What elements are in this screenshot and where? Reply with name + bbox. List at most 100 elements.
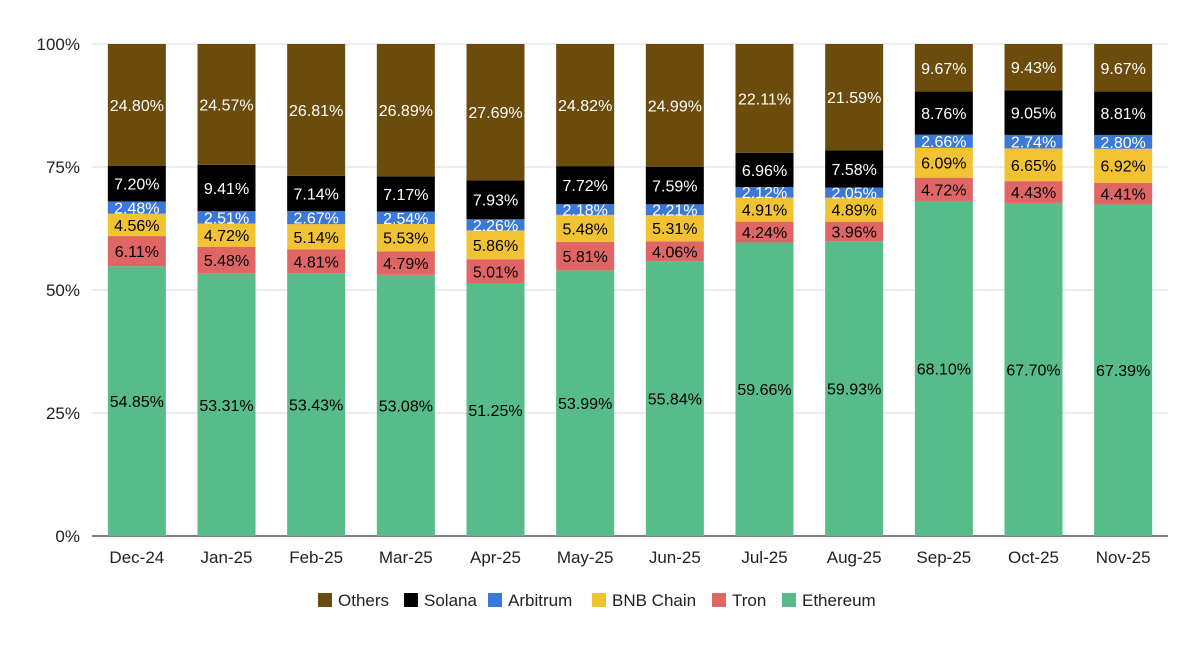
data-label: 68.10% [917,361,971,378]
data-label: 53.99% [558,396,612,413]
bar-segment-bnb-chain [1094,148,1153,183]
data-label: 53.31% [199,398,253,415]
legend-label: Ethereum [802,591,876,610]
data-label: 67.70% [1006,362,1060,379]
data-label: 9.05% [1011,106,1056,123]
data-label: 4.91% [742,203,787,220]
bar-segment-solana [556,166,615,205]
bar-segment-solana [914,91,973,135]
data-label: 26.81% [289,103,343,120]
bar-segment-ethereum [107,266,166,536]
bar-segment-arbitrum [645,204,704,216]
data-label: 7.59% [652,179,697,196]
bar-segment-others [556,44,615,167]
data-label: 51.25% [468,403,522,420]
data-label: 53.43% [289,398,343,415]
bar-segment-ethereum [197,273,256,536]
data-label: 5.01% [473,265,518,282]
x-tick-label: Mar-25 [379,548,433,567]
data-label: 7.58% [831,162,876,179]
bar-segment-solana [466,180,525,220]
bar-segment-arbitrum [1094,134,1153,149]
data-label: 4.72% [204,228,249,245]
bar-segment-arbitrum [107,201,166,214]
bar-segment-others [645,44,704,167]
bar-segment-arbitrum [735,187,794,198]
bar-segment-ethereum [376,274,435,536]
data-label: 2.21% [652,203,697,220]
data-label: 6.96% [742,163,787,180]
bar-segment-arbitrum [287,211,346,225]
legend-swatch-bnb-chain [592,593,606,607]
x-tick-label: Apr-25 [470,548,521,567]
data-label: 2.74% [1011,135,1056,152]
bar-segment-others [287,44,346,176]
x-tick-label: Nov-25 [1096,548,1151,567]
data-label: 4.06% [652,244,697,261]
bar-segment-ethereum [1004,202,1063,536]
bar-segment-bnb-chain [825,197,884,222]
data-label: 7.20% [114,177,159,194]
bar-segment-solana [376,176,435,212]
legend-label: Others [338,591,389,610]
bar-segment-bnb-chain [1004,148,1063,182]
data-label: 2.26% [473,218,518,235]
bars [107,44,1153,537]
data-label: 5.14% [293,230,338,247]
data-label: 53.08% [379,398,433,415]
bar-segment-tron [825,221,884,242]
bar-segment-solana [735,152,794,188]
bar-segment-others [1094,44,1153,92]
data-label: 9.67% [1100,61,1145,78]
data-label: 24.99% [648,98,702,115]
legend-swatch-ethereum [782,593,796,607]
data-label: 59.66% [737,382,791,399]
data-label: 6.92% [1100,159,1145,176]
data-label: 4.89% [831,203,876,220]
y-tick-label: 25% [46,404,80,423]
legend-swatch-solana [404,593,418,607]
data-label: 24.80% [110,98,164,115]
bar-segment-arbitrum [466,219,525,231]
bar-segment-ethereum [1094,204,1153,536]
data-label: 5.31% [652,221,697,238]
bar-segment-solana [107,166,166,202]
legend-swatch-others [318,593,332,607]
bar-segment-ethereum [287,273,346,536]
bar-segment-others [735,44,794,153]
bar-segment-ethereum [825,241,884,536]
data-label: 4.41% [1100,187,1145,204]
bar-segment-tron [376,251,435,275]
x-tick-label: Sep-25 [916,548,971,567]
y-tick-label: 100% [37,35,80,54]
data-label: 9.43% [1011,60,1056,77]
legend-swatch-tron [712,593,726,607]
bar-segment-arbitrum [825,187,884,198]
bar-segment-solana [287,175,346,212]
bar-segment-tron [1004,181,1063,203]
data-label: 24.57% [199,97,253,114]
data-label: 2.48% [114,201,159,218]
data-label: 59.93% [827,382,881,399]
bar-segment-tron [287,249,346,274]
bar-segment-ethereum [556,270,615,536]
bar-segment-solana [197,164,256,212]
bar-segment-arbitrum [197,211,256,224]
data-label: 2.12% [742,185,787,202]
bar-segment-bnb-chain [466,230,525,260]
bar-segment-bnb-chain [914,147,973,178]
data-label: 4.81% [293,254,338,271]
legend-label: Arbitrum [508,591,572,610]
data-label: 7.72% [562,178,607,195]
x-tick-label: May-25 [557,548,614,567]
data-label: 6.11% [115,244,159,261]
data-label: 5.86% [473,238,518,255]
bar-segment-tron [914,177,973,201]
bar-segment-solana [825,150,884,188]
data-label: 55.84% [648,392,702,409]
data-label: 7.17% [383,187,428,204]
x-tick-label: Jan-25 [201,548,253,567]
data-label: 9.41% [204,181,249,198]
